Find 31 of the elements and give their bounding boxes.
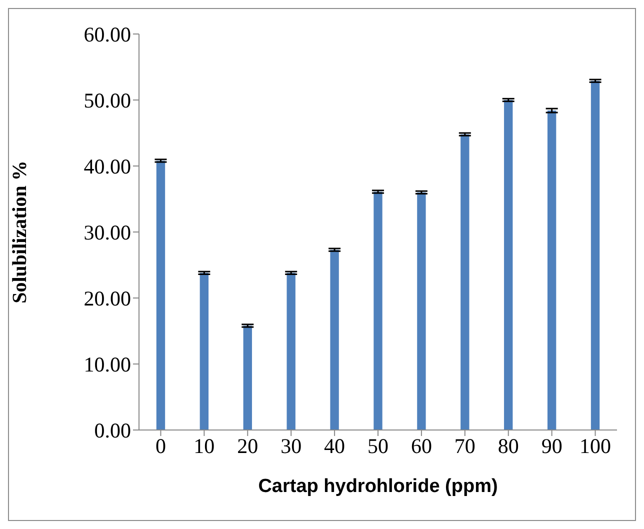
y-tick-label: 10.00 [84, 352, 131, 376]
bar [286, 272, 296, 430]
y-tick-label: 50.00 [84, 88, 131, 112]
bar [417, 192, 426, 430]
x-tick-label: 30 [280, 434, 302, 458]
bar [330, 250, 339, 430]
bar [590, 80, 600, 430]
x-tick-label: 80 [498, 434, 519, 458]
bar [200, 272, 209, 430]
x-tick-label: 0 [155, 434, 166, 458]
x-tick-label: 10 [194, 434, 215, 458]
bar [243, 326, 252, 430]
x-tick-label: 40 [324, 434, 346, 458]
bar [460, 134, 470, 430]
bar [504, 100, 513, 430]
y-tick-label: 60.00 [84, 22, 131, 46]
bar [374, 192, 382, 430]
y-tick-label: 0.00 [94, 418, 131, 442]
bar [156, 160, 166, 430]
x-tick-label: 90 [541, 434, 562, 458]
x-tick-label: 20 [237, 434, 258, 458]
y-tick-label: 30.00 [84, 220, 131, 244]
x-axis-title: Cartap hydrohloride (ppm) [258, 476, 498, 497]
y-tick-label: 40.00 [84, 154, 131, 178]
bar [547, 110, 556, 430]
y-axis-title: Solubilization % [9, 160, 32, 304]
x-tick-label: 100 [580, 434, 612, 458]
y-tick-label: 20.00 [84, 286, 131, 310]
x-tick-label: 70 [454, 434, 476, 458]
x-tick-label: 60 [410, 434, 432, 458]
x-tick-label: 50 [368, 434, 388, 458]
